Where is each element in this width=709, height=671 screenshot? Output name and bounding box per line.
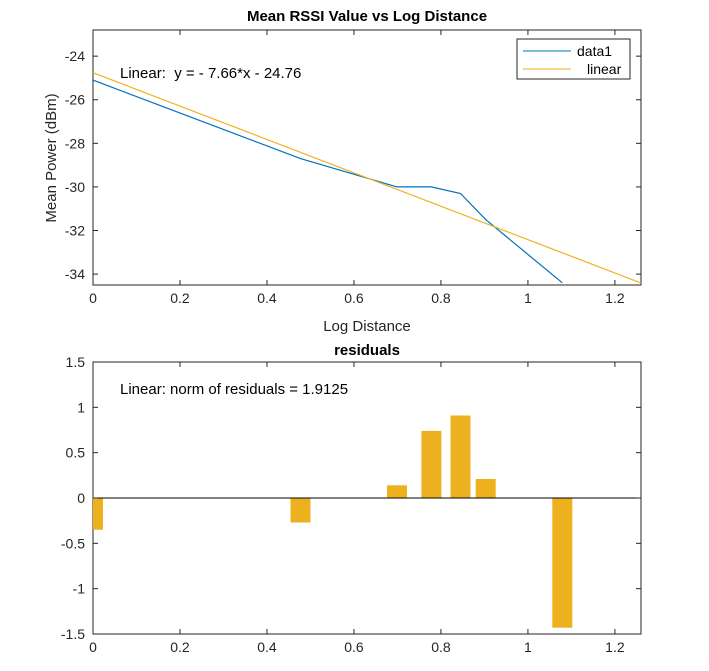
residual-bar [290, 498, 311, 523]
rssi-plot-y-tick-label: -28 [65, 135, 85, 151]
residuals-plot-annotation: Linear: norm of residuals = 1.9125 [120, 381, 348, 398]
series-line-linear [92, 72, 642, 284]
legend-label-data1: data1 [577, 43, 612, 59]
residuals-plot-x-tick-label: 0.2 [170, 639, 190, 655]
residuals-plot-x-tick-label: 1 [524, 639, 532, 655]
residuals-plot-y-tick-label: 0.5 [66, 445, 86, 461]
residual-bar [475, 479, 496, 498]
rssi-plot-series [92, 72, 642, 284]
legend-box [516, 38, 631, 80]
residual-bar [93, 498, 103, 530]
rssi-plot: Mean RSSI Value vs Log Distance -24-26-2… [43, 8, 642, 335]
residuals-plot-x-ticks: 0 0.2 0.4 0.6 0.8 1 1.2 [89, 362, 625, 655]
rssi-plot-y-ticks: -24 -26 -28 -30 -32 -34 [65, 48, 641, 282]
residuals-plot-y-ticks: 1.5 1 0.5 0 -0.5 -1 -1.5 [61, 354, 641, 642]
rssi-plot-x-ticks: 0 0.2 0.4 0.6 0.8 1 1.2 [89, 30, 625, 306]
rssi-plot-x-tick-label: 1.2 [605, 290, 625, 306]
residual-bar [421, 430, 442, 498]
residuals-plot-bars [93, 415, 573, 628]
residuals-plot-y-tick-label: -1 [73, 581, 86, 597]
rssi-plot-y-tick-label: -24 [65, 48, 85, 64]
rssi-plot-title: Mean RSSI Value vs Log Distance [247, 8, 487, 25]
rssi-plot-x-tick-label: 0.8 [431, 290, 451, 306]
rssi-plot-fit-annotation: Linear: y = - 7.66*x - 24.76 [120, 65, 301, 82]
rssi-plot-x-tick-label: 1 [524, 290, 532, 306]
residuals-plot-x-tick-label: 1.2 [605, 639, 625, 655]
rssi-plot-x-tick-label: 0.2 [170, 290, 190, 306]
residuals-plot-x-tick-label: 0 [89, 639, 97, 655]
rssi-plot-y-tick-label: -34 [65, 266, 85, 282]
legend-label-linear: linear [587, 61, 622, 77]
rssi-plot-legend: data1 linear [516, 38, 631, 80]
rssi-plot-x-tick-label: 0 [89, 290, 97, 306]
residuals-plot-x-tick-label: 0.4 [257, 639, 277, 655]
residuals-plot-x-tick-label: 0.8 [431, 639, 451, 655]
residual-bar [387, 485, 407, 498]
residuals-plot-y-tick-label: -1.5 [61, 626, 85, 642]
rssi-plot-x-tick-label: 0.6 [344, 290, 364, 306]
residual-bar [552, 498, 573, 628]
residuals-plot-x-tick-label: 0.6 [344, 639, 364, 655]
residual-bar [450, 415, 471, 498]
residuals-plot-y-tick-label: 1 [77, 399, 85, 415]
rssi-plot-x-label: Log Distance [323, 318, 411, 335]
residuals-plot-title: residuals [334, 342, 400, 359]
residuals-plot-y-tick-label: -0.5 [61, 535, 85, 551]
residuals-plot-y-tick-label: 0 [77, 490, 85, 506]
residuals-plot: residuals 1.510.50-0.5-1-1.5 0 0.2 0.4 0.6 0… [61, 342, 642, 655]
rssi-plot-x-tick-label: 0.4 [257, 290, 277, 306]
rssi-plot-y-tick-label: -32 [65, 223, 85, 239]
rssi-plot-y-tick-label: -30 [65, 179, 85, 195]
rssi-plot-y-tick-label: -26 [65, 92, 85, 108]
series-line-data1 [92, 79, 563, 284]
rssi-plot-y-label: Mean Power (dBm) [43, 93, 60, 222]
residuals-plot-y-tick-label: 1.5 [66, 354, 86, 370]
